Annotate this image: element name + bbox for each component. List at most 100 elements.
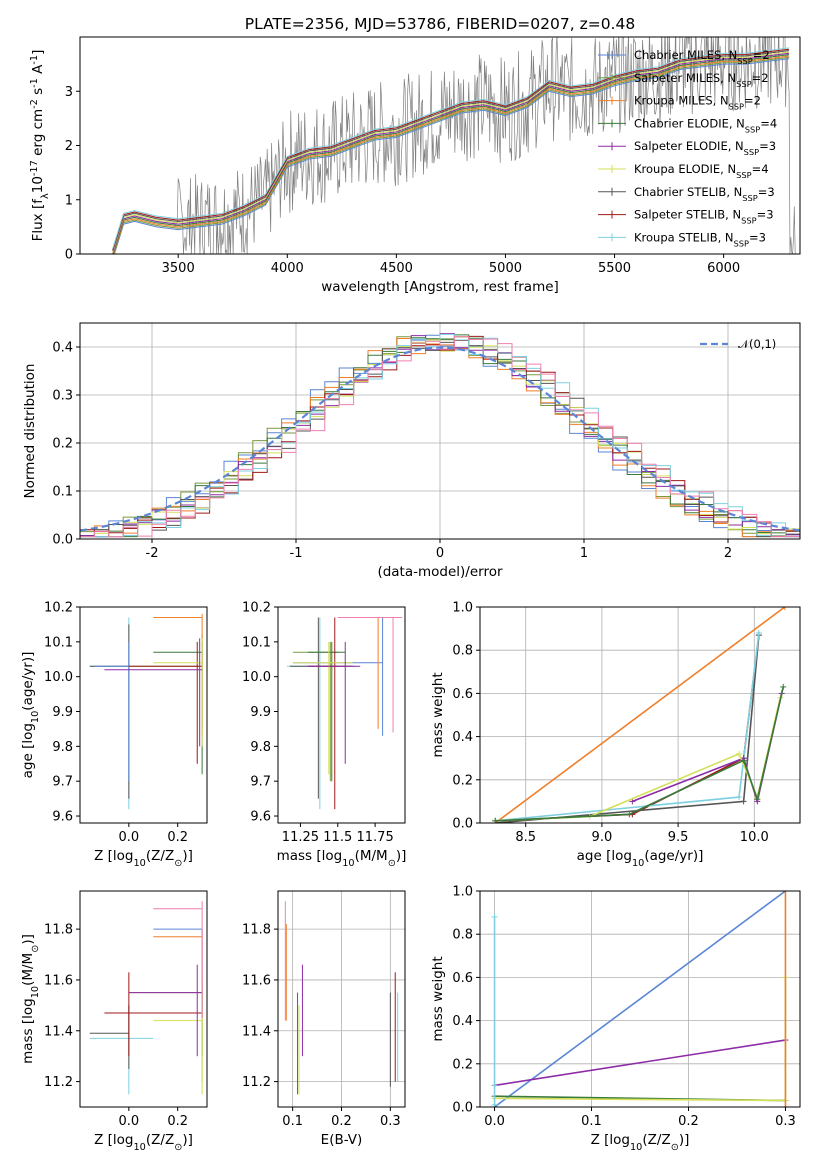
model-spectrum (113, 58, 790, 254)
y-axis-label: mass weight (430, 956, 446, 1041)
y-tick-label: 0.2 (452, 773, 473, 788)
model-spectrum (112, 48, 790, 251)
plot-area (89, 613, 203, 810)
x-axis-label: Z [log10(Z/Z⊙)] (94, 848, 193, 869)
x-tick-label: 0.0 (484, 1114, 505, 1129)
y-tick-label: 0.4 (452, 730, 473, 745)
model-spectrum (112, 54, 790, 254)
x-tick-label: 4000 (271, 261, 304, 276)
x-tick-label: 5500 (598, 261, 631, 276)
y-tick-label: 0.2 (52, 437, 73, 452)
y-tick-label: 10.0 (44, 670, 73, 685)
y-tick-label: 9.8 (52, 740, 73, 755)
y-tick-label: 11.4 (242, 1024, 271, 1039)
axes-frame (79, 890, 208, 1108)
x-tick-label: 0.2 (331, 1114, 352, 1129)
y-tick-label: 0.2 (452, 1057, 473, 1072)
weight-Z-series (494, 891, 786, 1107)
plot-area (89, 901, 203, 1095)
chart-residuals: -2 -1 0 1 2 0.0 0.1 0.2 0.3 0.4 (data-model)/error… (22, 322, 801, 580)
x-tick-label: 0.2 (167, 1114, 188, 1129)
plot-area (492, 607, 788, 823)
model-spectrum (113, 56, 790, 254)
y-tick-label: 10.2 (242, 601, 271, 616)
y-tick-label: 0.8 (452, 644, 473, 659)
axes: 0.0 0.1 0.2 0.3 0.0 0.2 0.4 0.6 0.8 1.0 Z [log10(Z… (430, 885, 801, 1153)
x-tick-label: 0.3 (775, 1114, 796, 1129)
y-tick-label: 11.8 (242, 923, 271, 938)
x-tick-label: 9.0 (592, 830, 613, 845)
x-tick-label: 10.0 (740, 830, 769, 845)
y-tick-label: 1.0 (452, 885, 473, 900)
x-tick-label: 6000 (707, 261, 740, 276)
y-axis-label: Flux [fλ10-17 erg cm-2 s-1 A-1] (29, 50, 51, 242)
y-tick-label: 11.2 (44, 1075, 73, 1090)
legend: 𝒩(0,1) (700, 337, 776, 351)
chart-spectrum: 3500 4000 4500 5000 5500 6000 0 1 2 3 wavelength [… (29, 36, 801, 295)
y-tick-label: 9.6 (52, 810, 73, 825)
x-axis-label: Z [log10(Z/Z⊙)] (94, 1132, 193, 1153)
x-tick-label: 11.25 (282, 830, 319, 845)
model-spectrum (113, 55, 790, 254)
plot-area (112, 37, 796, 254)
y-tick-label: 0.4 (52, 341, 73, 356)
axes: 11.25 11.5 11.75 9.6 9.7 9.8 9.9 10.0 10.1 10.2 ma… (242, 601, 406, 869)
legend-label: Salpeter MILES, NSSP=2 (634, 71, 769, 89)
y-tick-label: 9.9 (250, 705, 271, 720)
y-tick-label: 0.6 (452, 687, 473, 702)
model-spectrum (112, 51, 790, 253)
axes: -2 -1 0 1 2 0.0 0.1 0.2 0.3 0.4 (data-model)/error… (22, 322, 801, 580)
x-tick-label: 4500 (380, 261, 413, 276)
x-tick-label: 5000 (489, 261, 522, 276)
x-tick-label: 0.2 (167, 830, 188, 845)
axes-frame (479, 890, 801, 1108)
y-axis-label: age [log10(age/yr)] (20, 652, 41, 779)
x-tick-label: 0.1 (581, 1114, 602, 1129)
axes-frame (277, 606, 406, 824)
x-tick-label: 0 (436, 546, 444, 561)
x-tick-label: 8.5 (515, 830, 536, 845)
legend-label: Kroupa STELIB, NSSP=3 (634, 230, 766, 248)
y-axis-label: mass weight (430, 672, 446, 757)
x-tick-label: -2 (146, 546, 159, 561)
residual-histogram (80, 336, 800, 538)
chart-mass-vs-EBV: 0.1 0.2 0.3 11.2 11.4 11.6 11.8 E(B-V) (242, 890, 406, 1148)
observed-spectrum (112, 37, 796, 254)
y-axis-label: mass [log10(M/M⊙)] (20, 934, 41, 1064)
y-tick-label: 1.0 (452, 601, 473, 616)
y-tick-label: 3 (65, 85, 73, 100)
y-tick-label: 1 (65, 193, 73, 208)
legend-label: Salpeter ELODIE, NSSP=3 (634, 139, 776, 157)
y-tick-label: 0.8 (452, 928, 473, 943)
legend-label: Kroupa MILES, NSSP=2 (634, 94, 761, 112)
x-tick-label: -1 (290, 546, 303, 561)
axes-frame (479, 606, 801, 824)
y-axis-label: Normed distribution (22, 364, 38, 499)
x-axis-label: Z [log10(Z/Z⊙)] (591, 1132, 690, 1153)
y-tick-label: 9.8 (250, 740, 271, 755)
legend-label: Chabrier STELIB, NSSP=3 (634, 185, 775, 203)
x-axis-label: age [log10(age/yr)] (577, 848, 704, 869)
x-tick-label: 0.0 (119, 830, 140, 845)
x-tick-label: 0.1 (282, 1114, 303, 1129)
axes: 3500 4000 4500 5000 5500 6000 0 1 2 3 wavelength [… (29, 36, 801, 295)
y-tick-label: 0.1 (52, 485, 73, 500)
y-tick-label: 11.2 (242, 1075, 271, 1090)
y-tick-label: 0.0 (52, 533, 73, 548)
x-axis-label: (data-model)/error (377, 564, 503, 580)
y-tick-label: 9.7 (250, 775, 271, 790)
y-tick-label: 10.1 (242, 635, 271, 650)
figure-title: PLATE=2356, MJD=53786, FIBERID=0207, z=0… (245, 15, 635, 33)
y-tick-label: 10.0 (242, 670, 271, 685)
residual-histogram (80, 333, 800, 538)
y-tick-label: 9.6 (250, 810, 271, 825)
x-tick-label: 11.75 (357, 830, 394, 845)
weight-Z-series (494, 1039, 786, 1087)
axes-frame (79, 606, 208, 824)
x-tick-label: 9.5 (668, 830, 689, 845)
model-spectrum (112, 50, 790, 252)
y-tick-label: 11.8 (44, 923, 73, 938)
plot-area (491, 891, 789, 1107)
chart-mass-vs-Z: 0.0 0.2 11.2 11.4 11.6 11.8 Z [log10(Z/Z⊙)] mas… (20, 890, 208, 1153)
